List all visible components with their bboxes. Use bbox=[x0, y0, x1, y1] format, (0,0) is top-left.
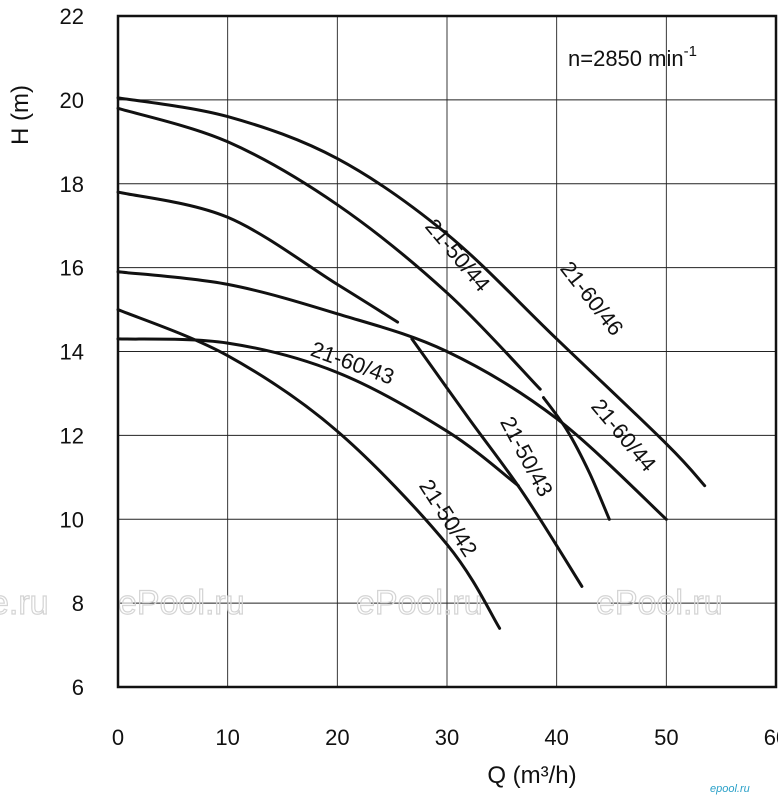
x-tick-label-3: 30 bbox=[435, 725, 459, 750]
x-tick-label-1: 10 bbox=[215, 725, 239, 750]
x-tick-label-4: 40 bbox=[544, 725, 568, 750]
speed-annotation-text: n=2850 min bbox=[568, 46, 684, 71]
x-axis-title: Q (m³/h) bbox=[487, 762, 576, 789]
site-logo: epool.ru bbox=[710, 783, 750, 795]
watermark-1: e.ru bbox=[0, 584, 49, 622]
curve-segment-1 bbox=[542, 396, 611, 521]
curve-label-21-50-43: 21-50/43 bbox=[495, 412, 558, 500]
curve-21-50-44 bbox=[116, 106, 542, 391]
watermark-2: ePool.ru bbox=[118, 584, 245, 622]
x-tick-label-2: 20 bbox=[325, 725, 349, 750]
y-tick-label-6: 18 bbox=[60, 172, 84, 197]
curve-label-21-50-44: 21-50/44 bbox=[420, 214, 495, 297]
curve-segment-2 bbox=[410, 337, 584, 588]
y-tick-label-0: 6 bbox=[72, 675, 84, 700]
speed-annotation: n=2850 min-1 bbox=[568, 43, 697, 71]
y-tick-label-1: 8 bbox=[72, 591, 84, 616]
tick-label-layer: 0 10 20 30 40 50 60 6 8 10 12 14 16 18 20 22 bbox=[60, 4, 778, 750]
y-tick-label-4: 14 bbox=[60, 340, 84, 365]
plot-frame bbox=[116, 14, 778, 689]
x-tick-label-6: 60 bbox=[764, 725, 778, 750]
y-tick-label-3: 12 bbox=[60, 423, 84, 448]
x-tick-label-5: 50 bbox=[654, 725, 678, 750]
curve-21-50-42 bbox=[116, 308, 502, 630]
curve-21-50-43 bbox=[116, 190, 400, 324]
curve-layer bbox=[116, 96, 707, 630]
watermark-4: ePool.ru bbox=[596, 584, 723, 622]
curve-21-60-44 bbox=[116, 270, 668, 521]
watermark-3: ePool.ru bbox=[356, 584, 483, 622]
watermark-layer: e.ru ePool.ru ePool.ru ePool.ru bbox=[0, 583, 723, 622]
y-tick-label-8: 22 bbox=[60, 4, 84, 29]
y-tick-label-2: 10 bbox=[60, 507, 84, 532]
y-axis-title: H (m) bbox=[7, 85, 34, 145]
curve-label-21-60-43: 21-60/43 bbox=[307, 336, 397, 389]
y-tick-label-7: 20 bbox=[60, 88, 84, 113]
x-tick-label-0: 0 bbox=[112, 725, 124, 750]
y-tick-label-5: 16 bbox=[60, 256, 84, 281]
curve-label-21-60-46: 21-60/46 bbox=[555, 256, 628, 340]
curve-21-60-46 bbox=[116, 96, 707, 488]
speed-annotation-exponent: -1 bbox=[684, 43, 697, 60]
